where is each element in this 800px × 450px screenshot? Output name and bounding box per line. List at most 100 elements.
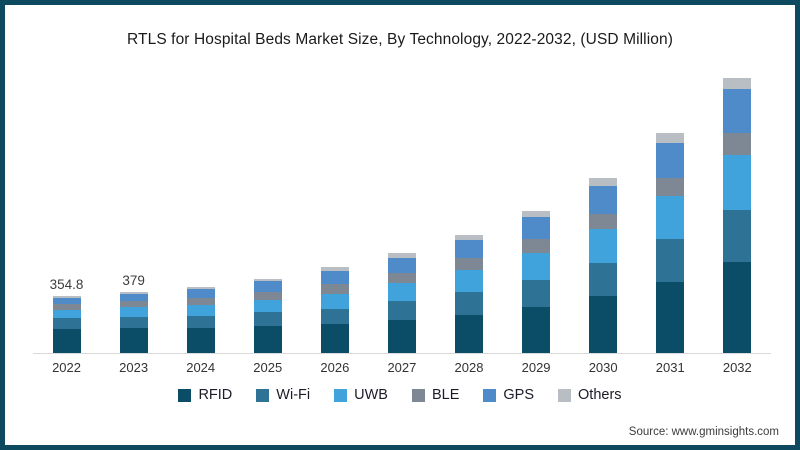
legend-label: Wi-Fi: [276, 387, 311, 403]
bar-segment-wi-fi: [455, 292, 483, 315]
bar-group-2027: [371, 253, 433, 353]
x-axis-label-2027: 2027: [387, 360, 417, 375]
bar-segment-ble: [656, 178, 685, 197]
bar-segment-rfid: [387, 320, 416, 353]
bar-segment-rfid: [455, 314, 483, 353]
bar-segment-rfid: [320, 324, 349, 353]
x-axis-label-2025: 2025: [253, 360, 283, 375]
bar-group-2030: [572, 177, 634, 353]
source-text: Source: www.gminsights.com: [628, 426, 779, 438]
bar-segment-others: [320, 267, 349, 272]
bar-segment-ble: [522, 239, 551, 253]
stacked-bar-2031: [656, 132, 685, 353]
bar-segment-rfid: [119, 327, 148, 353]
bar-segment-uwb: [723, 154, 752, 210]
bar-group-2024: [170, 287, 232, 353]
x-axis-label-2030: 2030: [588, 360, 618, 375]
bar-segment-rfid: [522, 307, 551, 353]
x-axis-label-2024: 2024: [186, 360, 216, 375]
x-axis-label-2026: 2026: [320, 360, 350, 375]
bar-segment-others: [387, 253, 416, 258]
bar-segment-uwb: [320, 293, 349, 309]
stacked-bar-2022: [52, 296, 81, 353]
legend-item-rfid: RFID: [178, 387, 232, 403]
bar-segment-ble: [52, 303, 81, 310]
bar-segment-uwb: [186, 304, 215, 316]
bar-group-2022: 354.8: [36, 277, 98, 353]
x-axis-label-2023: 2023: [119, 360, 149, 375]
legend-item-others: Others: [558, 387, 622, 403]
stacked-bar-2028: [455, 234, 483, 353]
x-axis-label-2031: 2031: [655, 360, 685, 375]
bar-segment-uwb: [656, 196, 685, 239]
bar-segment-wi-fi: [320, 308, 349, 325]
legend: RFID Wi-Fi UWB BLE GPS Others: [5, 387, 795, 403]
bar-segment-ble: [320, 283, 349, 294]
bar-group-2025: [237, 278, 299, 353]
stacked-bar-2030: [589, 177, 618, 353]
x-axis-label-2022: 2022: [52, 360, 81, 375]
bar-segment-gps: [253, 281, 282, 292]
legend-swatch-icon: [178, 388, 192, 402]
bar-segment-ble: [186, 297, 215, 305]
legend-label: BLE: [431, 387, 460, 403]
bar-segment-ble: [589, 213, 618, 230]
x-axis: 2022 2023 2024 2025 2026 2027 2028 2029 2030 2031…: [33, 354, 771, 375]
legend-item-wi-fi: Wi-Fi: [256, 387, 310, 403]
bar-segment-others: [186, 287, 215, 290]
bar-segment-uwb: [52, 309, 81, 319]
stacked-bar-2026: [320, 267, 349, 353]
bar-segment-rfid: [52, 328, 81, 353]
bar-group-2026: [304, 267, 366, 353]
legend-swatch-icon: [411, 388, 425, 402]
bar-segment-gps: [119, 294, 148, 301]
bar-segment-rfid: [656, 281, 685, 353]
stacked-bar-2029: [522, 210, 551, 353]
bar-segment-gps: [723, 88, 752, 133]
bar-segment-wi-fi: [656, 239, 685, 282]
bar-segment-gps: [320, 271, 349, 284]
bar-segment-others: [52, 296, 81, 298]
bar-segment-gps: [656, 142, 685, 179]
bar-segment-rfid: [723, 262, 752, 353]
bar-segment-others: [522, 210, 551, 218]
bar-segment-wi-fi: [253, 312, 282, 327]
legend-item-uwb: UWB: [334, 387, 388, 403]
bar-value-label: 354.8: [49, 277, 84, 293]
stacked-bar-2025: [253, 278, 282, 353]
legend-label: UWB: [354, 387, 388, 403]
legend-item-ble: BLE: [411, 387, 460, 403]
bar-segment-uwb: [589, 229, 618, 263]
bar-segment-rfid: [186, 327, 215, 353]
bar-group-2028: [438, 234, 500, 353]
bar-value-label: 379: [122, 273, 145, 289]
x-axis-label-2029: 2029: [521, 360, 551, 375]
bar-segment-others: [119, 292, 148, 295]
legend-label: RFID: [198, 387, 233, 403]
bar-segment-wi-fi: [119, 316, 148, 328]
bar-segment-gps: [522, 217, 551, 240]
bar-segment-rfid: [253, 326, 282, 353]
bar-segment-rfid: [589, 296, 618, 353]
stacked-bar-2023: [119, 292, 148, 353]
bar-segment-wi-fi: [522, 279, 551, 307]
bar-segment-others: [253, 278, 282, 282]
bar-group-2032: [706, 77, 768, 353]
bar-segment-gps: [186, 289, 215, 298]
bar-segment-uwb: [522, 252, 551, 280]
bar-segment-others: [455, 234, 483, 241]
bar-segment-others: [656, 132, 685, 143]
bar-segment-ble: [387, 272, 416, 284]
bar-segment-ble: [455, 258, 483, 271]
legend-label: GPS: [503, 387, 535, 403]
stacked-bar-2032: [723, 77, 752, 353]
plot-area: 354.8 379: [33, 66, 771, 354]
bar-segment-ble: [723, 132, 752, 155]
bar-segment-wi-fi: [723, 209, 752, 263]
bar-segment-gps: [455, 240, 483, 259]
bar-segment-wi-fi: [387, 300, 416, 320]
bar-segment-gps: [52, 297, 81, 304]
bar-segment-others: [589, 177, 618, 186]
x-axis-label-2032: 2032: [722, 360, 752, 375]
